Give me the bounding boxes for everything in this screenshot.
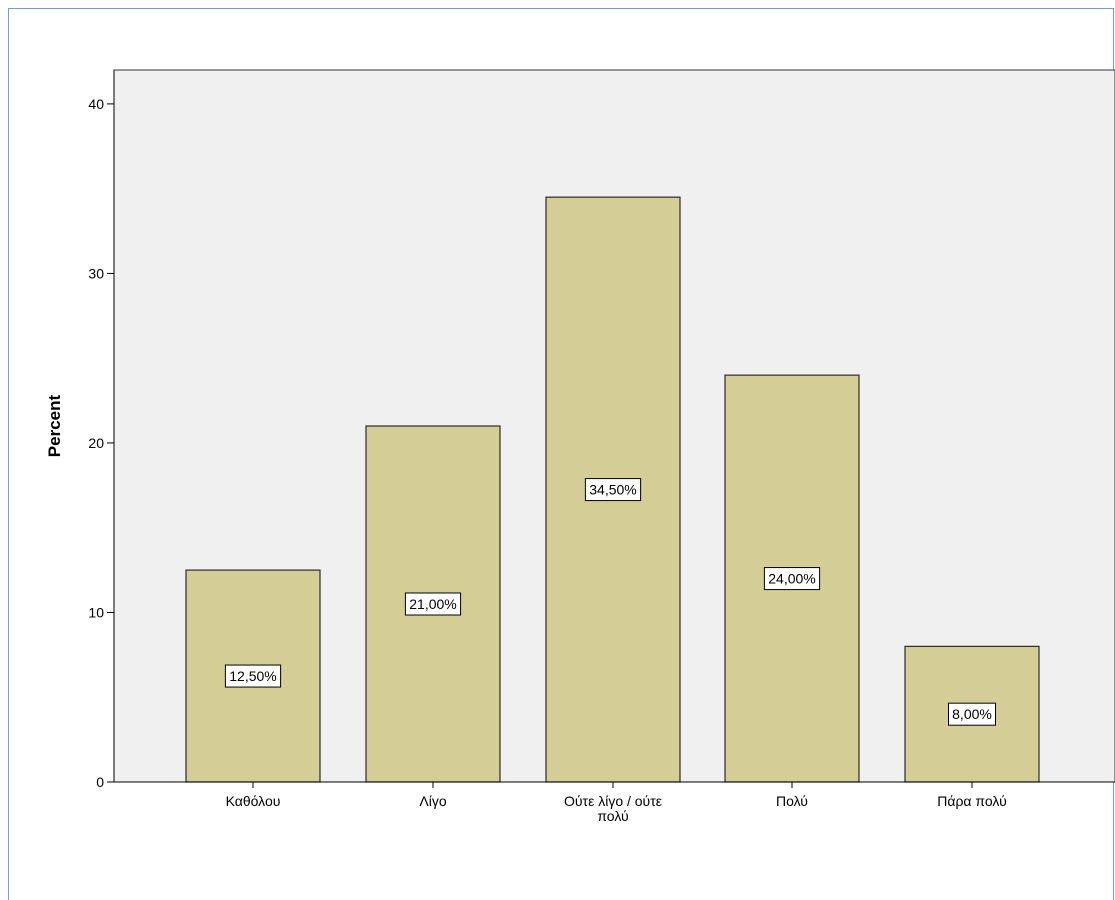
y-axis-label: Percent [45, 394, 64, 457]
x-axis: Καθόλου Λίγο Ούτε λίγο / ούτε πολύ Πολύ Πάρα … [114, 781, 1115, 824]
x-tick-label: Πάρα πολύ [937, 793, 1006, 809]
data-label: 24,00% [768, 571, 815, 587]
x-tick-label: Πολύ [776, 793, 808, 809]
data-label-box [404, 592, 462, 616]
x-tick-label: Ούτε λίγο / ούτε πολύ [564, 793, 662, 824]
data-label: 34,50% [589, 482, 636, 498]
data-label: 21,00% [409, 596, 456, 612]
data-label-box [584, 478, 642, 502]
data-label: 8,00% [952, 706, 992, 722]
data-label-box [763, 567, 821, 591]
y-tick-label: 10 [88, 604, 104, 620]
data-label-box [224, 664, 282, 688]
y-tick-label: 20 [88, 435, 104, 451]
data-label: 12,50% [229, 668, 276, 684]
x-tick-label: Λίγο [419, 793, 446, 809]
y-axis: 0 10 20 30 40 [88, 70, 115, 790]
y-tick-label: 0 [96, 774, 104, 790]
x-tick-label: Καθόλου [226, 793, 281, 809]
y-tick-label: 30 [88, 265, 104, 281]
y-tick-label: 40 [88, 96, 104, 112]
data-label-box [948, 702, 996, 726]
data-labels-group: 12,50% 21,00% 34,50% 24,00% 8,00% [224, 478, 996, 726]
